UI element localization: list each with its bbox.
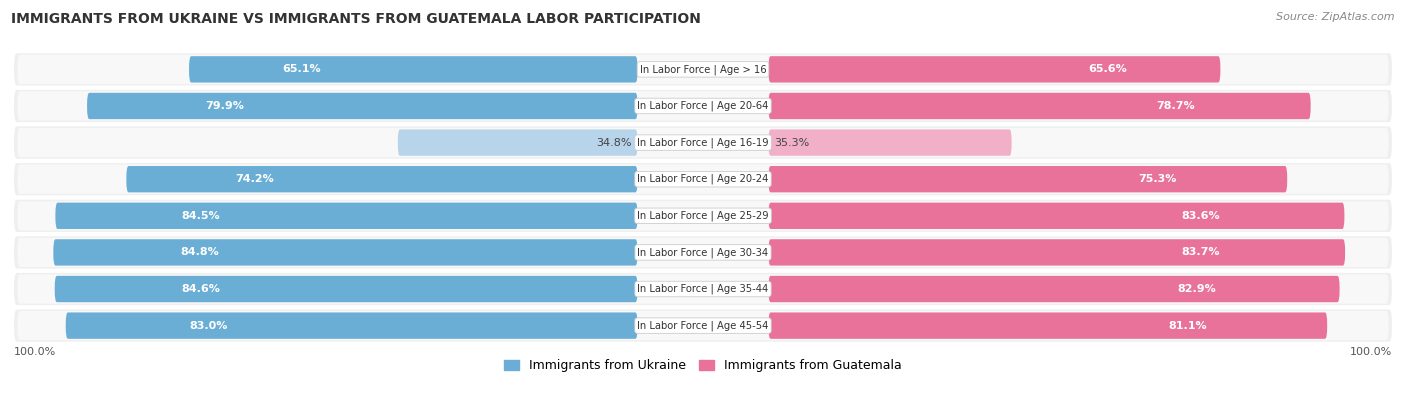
Text: 84.6%: 84.6% xyxy=(181,284,219,294)
Text: 79.9%: 79.9% xyxy=(205,101,245,111)
Text: 78.7%: 78.7% xyxy=(1156,101,1195,111)
FancyBboxPatch shape xyxy=(14,53,1392,85)
Text: In Labor Force | Age 30-34: In Labor Force | Age 30-34 xyxy=(637,247,769,258)
Text: 34.8%: 34.8% xyxy=(596,137,633,148)
Text: Source: ZipAtlas.com: Source: ZipAtlas.com xyxy=(1277,12,1395,22)
FancyBboxPatch shape xyxy=(398,130,637,156)
FancyBboxPatch shape xyxy=(17,311,1389,340)
FancyBboxPatch shape xyxy=(14,236,1392,269)
FancyBboxPatch shape xyxy=(769,203,1344,229)
Text: 75.3%: 75.3% xyxy=(1139,174,1177,184)
FancyBboxPatch shape xyxy=(17,128,1389,157)
FancyBboxPatch shape xyxy=(769,166,1288,192)
FancyBboxPatch shape xyxy=(14,310,1392,342)
FancyBboxPatch shape xyxy=(188,56,637,83)
Text: In Labor Force | Age 20-64: In Labor Force | Age 20-64 xyxy=(637,101,769,111)
FancyBboxPatch shape xyxy=(17,91,1389,120)
Text: In Labor Force | Age 16-19: In Labor Force | Age 16-19 xyxy=(637,137,769,148)
FancyBboxPatch shape xyxy=(14,163,1392,195)
FancyBboxPatch shape xyxy=(87,93,637,119)
Text: 100.0%: 100.0% xyxy=(14,347,56,357)
FancyBboxPatch shape xyxy=(769,276,1340,302)
FancyBboxPatch shape xyxy=(769,93,1310,119)
Text: 83.0%: 83.0% xyxy=(190,321,228,331)
Text: 84.5%: 84.5% xyxy=(181,211,221,221)
Text: 84.8%: 84.8% xyxy=(180,247,219,258)
FancyBboxPatch shape xyxy=(66,312,637,339)
FancyBboxPatch shape xyxy=(127,166,637,192)
FancyBboxPatch shape xyxy=(17,165,1389,194)
FancyBboxPatch shape xyxy=(55,203,637,229)
Text: IMMIGRANTS FROM UKRAINE VS IMMIGRANTS FROM GUATEMALA LABOR PARTICIPATION: IMMIGRANTS FROM UKRAINE VS IMMIGRANTS FR… xyxy=(11,12,702,26)
Text: 82.9%: 82.9% xyxy=(1177,284,1216,294)
Text: 74.2%: 74.2% xyxy=(235,174,274,184)
FancyBboxPatch shape xyxy=(17,238,1389,267)
Text: 65.6%: 65.6% xyxy=(1088,64,1126,74)
Text: In Labor Force | Age 35-44: In Labor Force | Age 35-44 xyxy=(637,284,769,294)
FancyBboxPatch shape xyxy=(17,275,1389,304)
Text: In Labor Force | Age > 16: In Labor Force | Age > 16 xyxy=(640,64,766,75)
Text: 81.1%: 81.1% xyxy=(1168,321,1206,331)
FancyBboxPatch shape xyxy=(17,201,1389,230)
FancyBboxPatch shape xyxy=(14,273,1392,305)
FancyBboxPatch shape xyxy=(14,126,1392,159)
FancyBboxPatch shape xyxy=(769,56,1220,83)
FancyBboxPatch shape xyxy=(55,276,637,302)
FancyBboxPatch shape xyxy=(769,130,1012,156)
Text: 100.0%: 100.0% xyxy=(1350,347,1392,357)
Text: 35.3%: 35.3% xyxy=(773,137,810,148)
Text: In Labor Force | Age 45-54: In Labor Force | Age 45-54 xyxy=(637,320,769,331)
FancyBboxPatch shape xyxy=(14,90,1392,122)
Text: 83.6%: 83.6% xyxy=(1181,211,1220,221)
FancyBboxPatch shape xyxy=(53,239,637,265)
FancyBboxPatch shape xyxy=(769,312,1327,339)
Text: In Labor Force | Age 25-29: In Labor Force | Age 25-29 xyxy=(637,211,769,221)
Text: In Labor Force | Age 20-24: In Labor Force | Age 20-24 xyxy=(637,174,769,184)
FancyBboxPatch shape xyxy=(14,200,1392,232)
Legend: Immigrants from Ukraine, Immigrants from Guatemala: Immigrants from Ukraine, Immigrants from… xyxy=(499,354,907,377)
Text: 65.1%: 65.1% xyxy=(281,64,321,74)
Text: 83.7%: 83.7% xyxy=(1181,247,1220,258)
FancyBboxPatch shape xyxy=(17,55,1389,84)
FancyBboxPatch shape xyxy=(769,239,1346,265)
